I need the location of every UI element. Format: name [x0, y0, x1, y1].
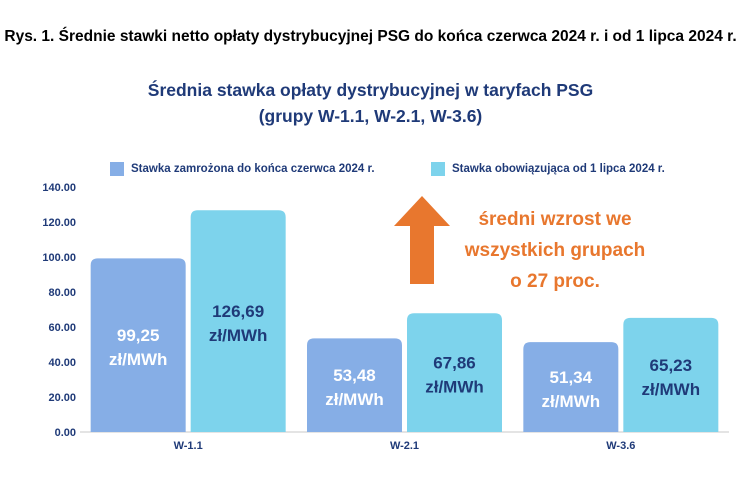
data-label-unit: zł/MWh [542, 392, 601, 411]
bar-W-1.1-series-1 [90, 258, 186, 432]
legend-item-series-1: Stawka zamrożona do końca czerwca 2024 r… [110, 162, 375, 176]
bar-W-1.1-series-2 [190, 210, 286, 432]
data-label-value: 53,48 [333, 366, 376, 385]
annotation-line-1: średni wzrost we [478, 209, 632, 230]
data-label-value: 67,86 [433, 354, 476, 373]
y-tick-label: 140.00 [42, 182, 76, 194]
bar-W-2.1-series-2 [407, 313, 502, 432]
y-tick-label: 100.00 [42, 252, 76, 264]
legend-swatch-series-2 [431, 162, 445, 176]
figure-caption: Rys. 1. Średnie stawki netto opłaty dyst… [4, 28, 737, 45]
annotation-line-3: o 27 proc. [510, 271, 600, 292]
x-tick-label: W-2.1 [390, 440, 419, 452]
y-tick-label: 40.00 [48, 357, 76, 369]
annotation-line-2: wszystkich grupach [464, 240, 646, 261]
bar-W-3.6-series-1 [523, 342, 619, 432]
data-label-unit: zł/MWh [425, 378, 484, 397]
y-tick-label: 120.00 [42, 217, 76, 229]
data-label-value: 99,25 [117, 326, 160, 345]
y-tick-label: 0.00 [55, 427, 76, 439]
bar-W-3.6-series-2 [623, 317, 719, 432]
bar-W-2.1-series-1 [307, 338, 402, 432]
x-tick-label: W-3.6 [606, 440, 635, 452]
chart-subtitle: (grupy W-1.1, W-2.1, W-3.6) [258, 106, 483, 126]
data-label-value: 126,69 [212, 302, 264, 321]
data-label-value: 51,34 [550, 368, 593, 387]
up-arrow-icon [394, 196, 450, 284]
legend-item-series-2: Stawka obowiązująca od 1 lipca 2024 r. [431, 162, 665, 176]
growth-annotation: średni wzrost we wszystkich grupach o 27… [440, 204, 670, 297]
chart-title: Średnia stawka opłaty dystrybucyjnej w t… [147, 80, 594, 100]
data-label-unit: zł/MWh [209, 326, 268, 345]
data-label-unit: zł/MWh [325, 390, 384, 409]
data-label-value: 65,23 [650, 356, 693, 375]
y-tick-label: 20.00 [48, 392, 76, 404]
x-tick-label: W-1.1 [174, 440, 203, 452]
y-tick-label: 60.00 [48, 322, 76, 334]
data-label-unit: zł/MWh [642, 380, 701, 399]
legend-label-series-2: Stawka obowiązująca od 1 lipca 2024 r. [452, 163, 665, 175]
data-label-unit: zł/MWh [109, 350, 168, 369]
legend-swatch-series-1 [110, 162, 124, 176]
legend-label-series-1: Stawka zamrożona do końca czerwca 2024 r… [131, 163, 375, 175]
y-tick-label: 80.00 [48, 287, 76, 299]
